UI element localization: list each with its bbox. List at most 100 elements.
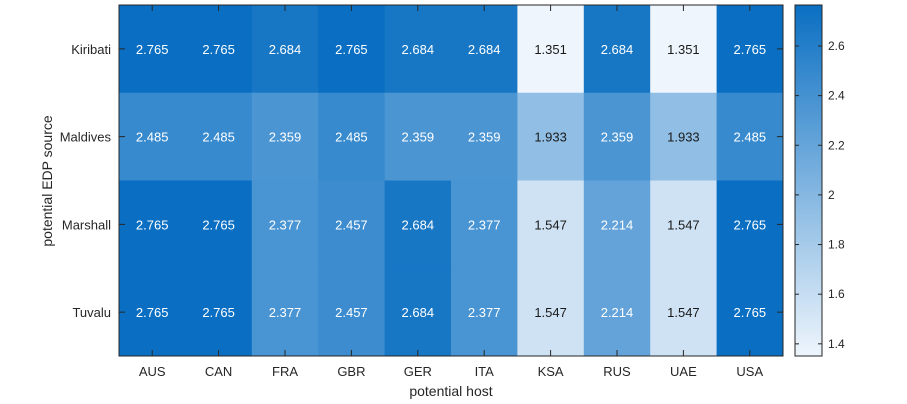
x-tick-label: USA — [736, 364, 763, 379]
colorbar-tick-label: 1.8 — [828, 238, 845, 252]
heatmap-cell — [583, 5, 651, 94]
heatmap-cell — [251, 5, 319, 94]
heatmap-cell — [119, 180, 186, 269]
cell-value-label: 1.547 — [667, 305, 700, 320]
x-tick-label: FRA — [272, 364, 298, 379]
heatmap-cell — [517, 180, 585, 269]
y-tick-label: Marshall — [62, 217, 111, 232]
cell-value-label: 2.765 — [202, 42, 235, 57]
cell-value-labels: 2.765 2.765 2.684 2.765 2.684 2.684 1.351 2.684… — [136, 42, 766, 320]
cell-value-label: 2.684 — [468, 42, 501, 57]
heatmap-cell — [185, 92, 253, 181]
cell-value-label: 2.214 — [601, 217, 634, 232]
y-tick-label: Tuvalu — [72, 305, 111, 320]
heatmap-cell — [119, 92, 186, 181]
heatmap-cell — [185, 180, 253, 269]
cell-value-label: 2.377 — [269, 305, 302, 320]
colorbar-ticks: 1.4 1.6 1.8 2 2.2 2.4 2.6 — [795, 39, 845, 351]
cell-value-label: 2.485 — [335, 130, 368, 145]
cell-value-label: 2.684 — [402, 305, 435, 320]
cell-value-label: 1.351 — [667, 42, 700, 57]
x-tick-label: KSA — [538, 364, 564, 379]
heatmap-cell — [251, 268, 319, 357]
heatmap-cell — [716, 5, 784, 94]
cell-value-label: 2.485 — [734, 130, 767, 145]
plot-frame — [118, 4, 784, 357]
heatmap-cell — [451, 92, 518, 181]
cell-value-label: 2.457 — [335, 305, 368, 320]
heatmap-cell — [517, 268, 585, 357]
heatmap-cell — [451, 180, 518, 269]
heatmap-cell — [185, 5, 253, 94]
cell-value-label: 2.485 — [136, 130, 169, 145]
cell-value-label: 2.214 — [601, 305, 634, 320]
cell-value-label: 2.684 — [601, 42, 634, 57]
y-axis-ticks: Kiribati Maldives Marshall Tuvalu — [60, 42, 783, 320]
heatmap-cell — [119, 268, 186, 357]
heatmap-cell — [451, 5, 518, 94]
cell-value-label: 2.377 — [468, 305, 501, 320]
x-tick-label: RUS — [603, 364, 631, 379]
colorbar-tick-label: 2.4 — [828, 89, 845, 103]
heatmap-cell — [716, 92, 784, 181]
cell-value-label: 2.684 — [402, 42, 435, 57]
cell-value-label: 1.547 — [534, 217, 567, 232]
cell-value-label: 2.684 — [402, 217, 435, 232]
colorbar-tick-label: 2 — [828, 188, 835, 202]
colorbar — [794, 4, 823, 357]
cell-value-label: 1.933 — [667, 130, 700, 145]
heatmap-cell — [583, 268, 651, 357]
heatmap-cell — [251, 92, 319, 181]
heatmap-cell — [251, 180, 319, 269]
y-tick-label: Maldives — [60, 130, 112, 145]
heatmap-cells — [119, 5, 784, 357]
cell-value-label: 2.377 — [269, 217, 302, 232]
heatmap-cell — [384, 180, 452, 269]
heatmap-cell — [119, 5, 186, 94]
heatmap-cell — [650, 268, 718, 357]
heatmap-cell — [318, 180, 386, 269]
x-tick-label: GBR — [337, 364, 365, 379]
x-tick-label: GER — [404, 364, 432, 379]
cell-value-label: 2.765 — [734, 217, 767, 232]
heatmap-cell — [650, 180, 718, 269]
cell-value-label: 2.377 — [468, 217, 501, 232]
heatmap-cell — [583, 180, 651, 269]
heatmap-cell — [318, 92, 386, 181]
cell-value-label: 2.359 — [468, 130, 501, 145]
heatmap-cell — [185, 268, 253, 357]
cell-value-label: 2.765 — [335, 42, 368, 57]
cell-value-label: 2.765 — [734, 42, 767, 57]
heatmap-cell — [384, 268, 452, 357]
cell-value-label: 2.485 — [202, 130, 235, 145]
heatmap-cell — [517, 5, 585, 94]
heatmap-cell — [318, 5, 386, 94]
x-tick-label: UAE — [670, 364, 697, 379]
x-axis-ticks: AUS CAN FRA GBR GER ITA KSA RUS UAE USA — [139, 5, 763, 379]
x-tick-label: AUS — [139, 364, 166, 379]
colorbar-tick-label: 1.6 — [828, 287, 845, 301]
cell-value-label: 2.359 — [269, 130, 302, 145]
x-axis-label: potential host — [409, 383, 492, 399]
y-axis-label: potential EDP source — [39, 115, 55, 246]
heatmap-cell — [650, 92, 718, 181]
cell-value-label: 1.547 — [534, 305, 567, 320]
y-tick-label: Kiribati — [71, 42, 111, 57]
x-tick-label: CAN — [205, 364, 232, 379]
cell-value-label: 2.359 — [402, 130, 435, 145]
cell-value-label: 1.933 — [534, 130, 567, 145]
heatmap-cell — [517, 92, 585, 181]
heatmap-cell — [384, 5, 452, 94]
colorbar-tick-label: 2.6 — [828, 39, 845, 53]
cell-value-label: 2.765 — [734, 305, 767, 320]
cell-value-label: 1.547 — [667, 217, 700, 232]
cell-value-label: 2.765 — [136, 42, 169, 57]
cell-value-label: 2.765 — [136, 305, 169, 320]
heatmap-cell — [384, 92, 452, 181]
colorbar-tick-label: 1.4 — [828, 337, 845, 351]
heatmap-cell — [716, 180, 784, 269]
heatmap-cell — [716, 268, 784, 357]
cell-value-label: 2.359 — [601, 130, 634, 145]
cell-value-label: 2.765 — [202, 305, 235, 320]
